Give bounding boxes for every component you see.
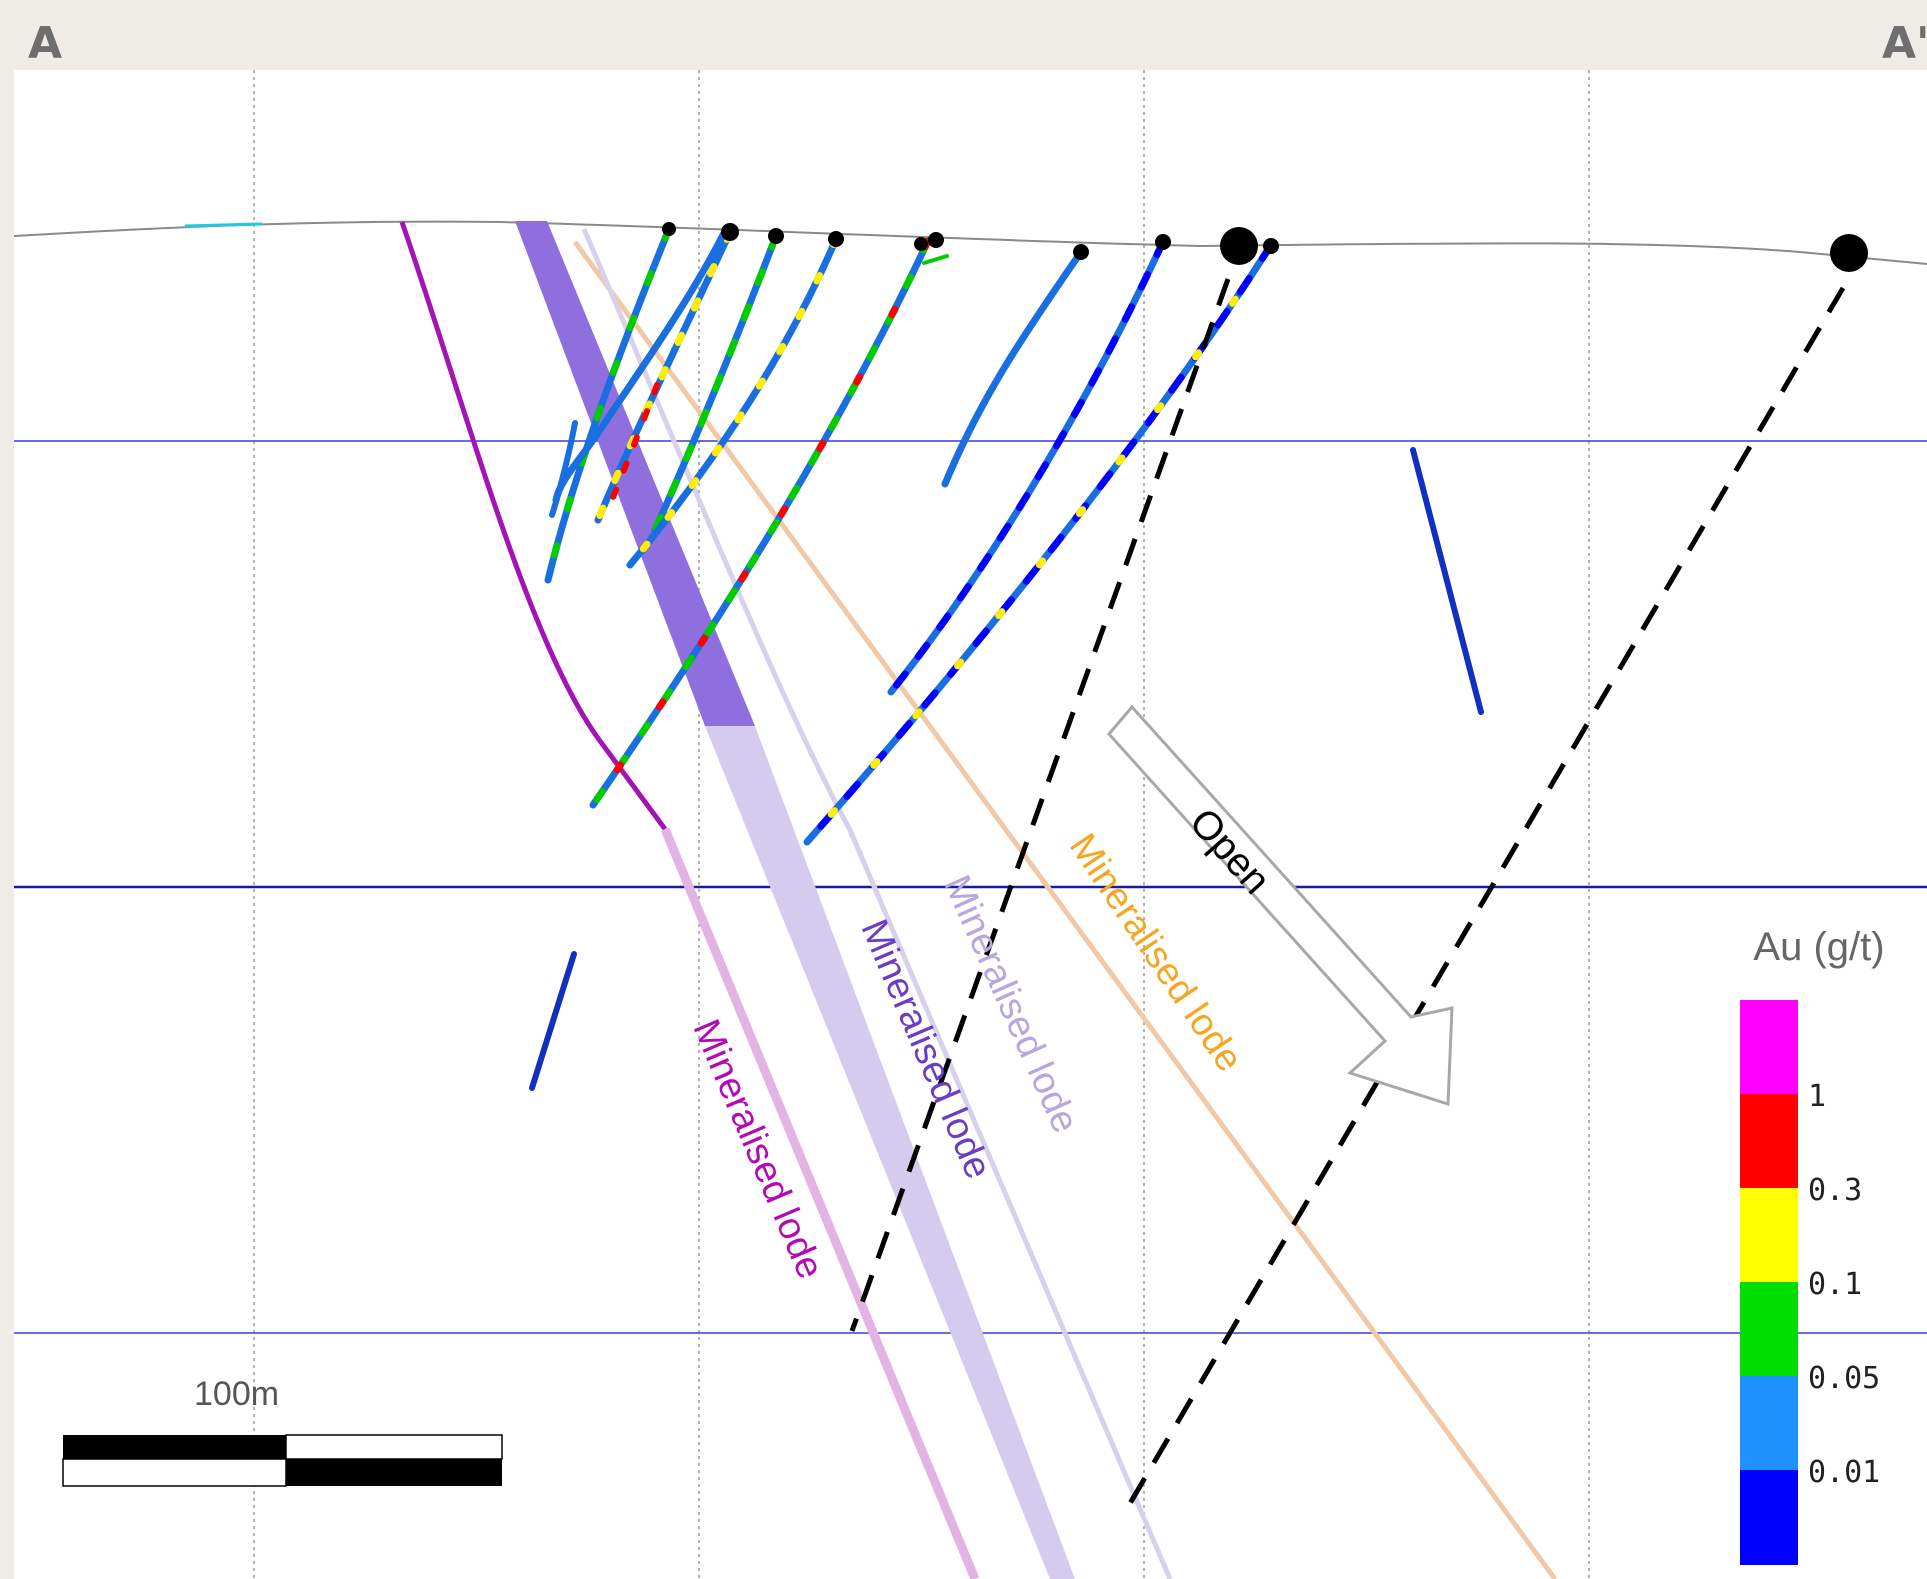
drill-hole	[1410, 447, 1484, 715]
collar	[928, 232, 944, 248]
lode-light-lavender	[581, 228, 1173, 1579]
drill-hole	[605, 382, 660, 513]
drill-hole	[887, 238, 1167, 696]
dashed-projection-line	[1119, 286, 1846, 1519]
collar	[768, 228, 784, 244]
legend-bin	[1740, 1376, 1798, 1471]
legend-bin	[1740, 1000, 1798, 1095]
legend-tick-label: 1	[1808, 1079, 1826, 1114]
collar	[914, 237, 928, 251]
collar	[1830, 234, 1868, 272]
legend-bin	[1740, 1470, 1798, 1565]
drill-hole	[941, 248, 1085, 488]
legend-ticks: 1 0.3 0.1 0.05 0.01	[1808, 1079, 1880, 1490]
legend-title: Au (g/t)	[1753, 925, 1884, 969]
dashed-projection-line	[849, 278, 1231, 1332]
scale-bar-segment	[285, 1434, 503, 1460]
scale-bar-segment	[286, 1459, 502, 1486]
open-arrow-shape	[1107, 704, 1454, 1107]
legend-tick-label: 0.1	[1808, 1267, 1862, 1302]
legend-bin	[1740, 1188, 1798, 1283]
collar	[1220, 227, 1258, 265]
legend-tick-label: 0.05	[1808, 1361, 1880, 1396]
section-end-label: A'	[1882, 18, 1927, 69]
collar	[721, 223, 739, 241]
scale-bar: 100m	[62, 1375, 503, 1487]
collars	[662, 222, 1868, 272]
surface-marker	[184, 222, 263, 228]
scale-bar-label: 100m	[194, 1375, 279, 1413]
scale-bar-segment	[62, 1458, 287, 1487]
legend-tick-label: 0.3	[1808, 1173, 1862, 1208]
lode-lavender-lower	[705, 726, 1075, 1579]
collar	[1155, 234, 1171, 250]
lode-orange	[572, 240, 1558, 1579]
collar	[828, 231, 844, 247]
collar	[1263, 238, 1279, 254]
drill-hole	[803, 241, 1275, 846]
drill-hole	[594, 228, 734, 524]
drill-hole	[803, 241, 1275, 846]
scale-bar-segment	[63, 1435, 286, 1459]
au-legend: Au (g/t) 1 0.3 0.1 0.05 0.01	[1740, 925, 1885, 1565]
drill-hole	[549, 420, 578, 518]
lode-pink	[660, 827, 980, 1579]
collar	[662, 222, 676, 236]
legend-bin	[1740, 1094, 1798, 1189]
topography-line	[13, 220, 1927, 265]
drill-hole	[626, 235, 840, 569]
drill-hole	[589, 237, 932, 809]
drill-holes	[529, 225, 1484, 1091]
legend-bin	[1740, 1282, 1798, 1377]
drill-hole	[552, 229, 728, 504]
lode-magenta	[399, 221, 668, 831]
drill-hole	[529, 951, 577, 1091]
drill-hole	[922, 254, 949, 265]
lode-purple-upper	[515, 221, 755, 726]
legend-tick-label: 0.01	[1808, 1455, 1880, 1490]
collar	[1073, 244, 1089, 260]
legend-color-bar	[1740, 1000, 1798, 1565]
drill-hole	[544, 225, 673, 584]
drill-hole	[651, 232, 780, 534]
section-start-label: A	[28, 18, 63, 69]
